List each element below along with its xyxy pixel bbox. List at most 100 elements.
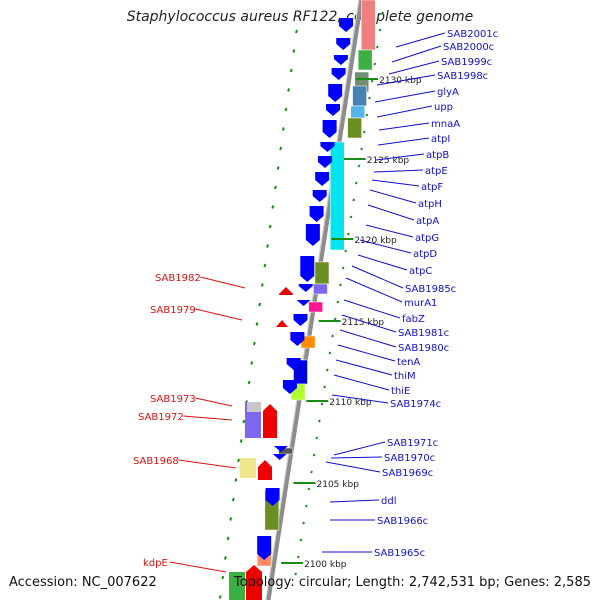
label-leader-line	[395, 32, 446, 48]
gene-label: SAB1999c	[441, 57, 492, 68]
label-leader-line	[341, 314, 397, 333]
scale-dash	[294, 572, 298, 576]
gene-label: SAB1971c	[387, 438, 438, 449]
gene-label: SAB1981c	[398, 328, 449, 339]
scale-dash	[229, 517, 233, 521]
scale-dash	[312, 453, 316, 457]
gene-label: SAB1969c	[382, 468, 433, 479]
gene-arrow-forward	[296, 300, 311, 306]
gene-arrow-reverse	[279, 287, 293, 295]
gene-label: SAB2001c	[447, 29, 498, 40]
gene-arrow-forward	[320, 142, 335, 152]
scale-dash	[360, 147, 363, 151]
gene-label: atpG	[415, 233, 439, 244]
gene-label: SAB1985c	[405, 284, 456, 295]
gene-arrow-forward	[290, 332, 305, 346]
scale-dash	[221, 575, 225, 580]
gene-label: atpI	[431, 134, 450, 145]
label-leader-line	[345, 277, 403, 303]
scale-dash	[336, 300, 340, 304]
label-leader-line	[351, 265, 404, 289]
feature-block	[229, 572, 245, 600]
gene-arrow-forward	[298, 284, 313, 292]
feature-block	[352, 85, 367, 107]
kbp-label: 2105 kbp	[317, 480, 360, 490]
gene-arrow-forward	[309, 206, 324, 222]
label-leader-line	[365, 224, 414, 238]
scale-dash	[323, 385, 327, 389]
gene-arrow-forward	[273, 446, 288, 452]
gene-label: thiM	[394, 371, 416, 382]
label-leader-line	[357, 254, 408, 271]
label-leader-line	[333, 441, 386, 456]
gene-label: SAB1968	[133, 456, 179, 467]
gene-label: SAB1973	[150, 394, 196, 405]
scale-dash	[320, 402, 324, 406]
scale-dash	[307, 487, 311, 491]
label-leader-line	[375, 153, 425, 161]
scale-dash	[378, 28, 382, 32]
scale-dash	[373, 62, 377, 66]
scale-dash	[375, 45, 379, 49]
scale-dash	[284, 107, 288, 112]
accession-label: Accession: NC_007622	[9, 575, 157, 590]
gene-label: SAB1966c	[377, 516, 428, 527]
scale-dash	[292, 49, 296, 53]
topology-label: Topology: circular; Length: 2,742,531 bp…	[233, 575, 591, 590]
scale-dash	[304, 504, 308, 508]
label-leader-line	[200, 276, 246, 289]
gene-arrow-forward	[336, 38, 351, 50]
label-leader-line	[178, 459, 237, 469]
feature-block	[357, 49, 373, 71]
scale-dash	[279, 146, 283, 151]
label-leader-line	[376, 105, 433, 118]
label-leader-line	[371, 179, 420, 187]
genome-title: Staphylococcus aureus RF122, complete ge…	[126, 9, 474, 25]
gene-label: SAB1979	[150, 305, 196, 316]
gene-arrow-forward	[317, 156, 332, 168]
genome-backbone	[265, 0, 364, 600]
gene-label: ddl	[381, 496, 396, 507]
kbp-label: 2125 kbp	[367, 156, 410, 166]
scale-dash	[325, 368, 329, 372]
kbp-label: 2100 kbp	[304, 560, 347, 570]
label-leader-line	[335, 359, 393, 376]
feature-block	[314, 261, 330, 285]
label-leader-line	[195, 308, 243, 321]
gene-arrow-forward	[333, 55, 348, 65]
scale-dash	[237, 458, 241, 463]
gene-arrow-forward	[257, 536, 272, 560]
scale-dash	[357, 164, 361, 168]
feature-block	[330, 141, 345, 251]
label-leader-line	[369, 189, 417, 204]
scale-dash	[349, 215, 353, 219]
gene-arrow-forward	[312, 190, 327, 202]
scale-dash	[381, 11, 385, 15]
gene-arrow-forward	[265, 488, 280, 506]
gene-arrow-forward	[286, 358, 301, 370]
label-leader-line	[325, 461, 381, 473]
scale-dash	[368, 96, 371, 100]
scale-dash	[255, 322, 259, 326]
scale-dash	[315, 436, 319, 440]
scale-dash	[234, 478, 238, 482]
inner-scale-dashes	[294, 11, 385, 576]
gene-label: upp	[434, 102, 453, 113]
feature-block	[347, 117, 362, 139]
label-leader-line	[377, 137, 430, 146]
scale-dash	[310, 470, 313, 474]
feature-block	[313, 283, 328, 295]
gene-label: tenA	[397, 357, 420, 368]
feature-tracks	[229, 0, 376, 600]
gene-label: SAB1970c	[384, 453, 435, 464]
gene-label: glyA	[437, 87, 459, 98]
label-leader-line	[359, 239, 412, 254]
scale-dash	[266, 244, 269, 248]
scale-dash	[299, 538, 303, 542]
scale-dash	[226, 536, 230, 541]
gene-arrow-forward	[282, 380, 297, 394]
gene-label: SAB1980c	[398, 343, 449, 354]
label-leader-line	[330, 456, 383, 459]
feature-block	[308, 301, 323, 313]
